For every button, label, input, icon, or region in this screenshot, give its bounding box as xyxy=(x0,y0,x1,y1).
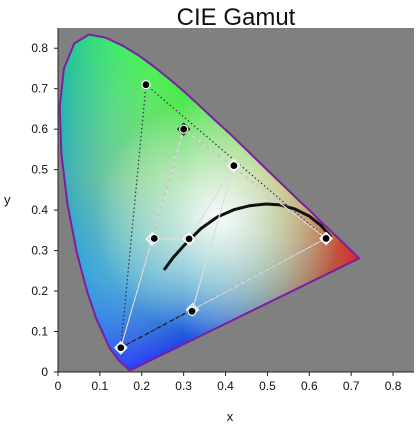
x-tick-label: 0.7 xyxy=(343,379,360,393)
x-tick-label: 0.1 xyxy=(92,379,109,393)
x-tick-label: 0.5 xyxy=(259,379,276,393)
planckian-locus-curve xyxy=(162,202,333,271)
y-axis-label: y xyxy=(4,192,11,207)
chart-title: CIE Gamut xyxy=(176,4,296,31)
y-tick-label: 0.5 xyxy=(31,163,48,177)
y-tick-label: 0.6 xyxy=(31,122,48,136)
series-2-point-2 xyxy=(229,161,239,171)
y-tick-label: 0.1 xyxy=(31,325,48,339)
x-axis-label: x xyxy=(227,409,234,424)
y-tick-label: 0.8 xyxy=(31,41,48,55)
series-2-point-0 xyxy=(149,233,159,244)
x-tick-label: 0.3 xyxy=(175,379,192,393)
y-tick-label: 0.7 xyxy=(31,82,48,96)
series-1-point-2 xyxy=(116,343,126,353)
series-2-point-4 xyxy=(184,234,194,244)
x-tick-label: 0.8 xyxy=(385,379,402,393)
series-2-point-3 xyxy=(187,306,197,316)
y-tick-label: 0.4 xyxy=(31,203,48,217)
x-tick-label: 0 xyxy=(55,379,62,393)
spectral-locus-outline xyxy=(58,33,361,371)
y-tick-label: 0 xyxy=(41,365,48,379)
x-tick-label: 0.4 xyxy=(217,379,234,393)
series-3-line xyxy=(120,128,327,348)
series-0-point-1 xyxy=(179,124,189,134)
x-tick-label: 0.2 xyxy=(133,379,150,393)
y-tick-label: 0.2 xyxy=(31,284,48,298)
x-tick-label: 0.6 xyxy=(301,379,318,393)
series-1-point-1 xyxy=(141,80,151,90)
y-tick-label: 0.3 xyxy=(31,244,48,258)
series-1-point-0 xyxy=(321,233,331,244)
